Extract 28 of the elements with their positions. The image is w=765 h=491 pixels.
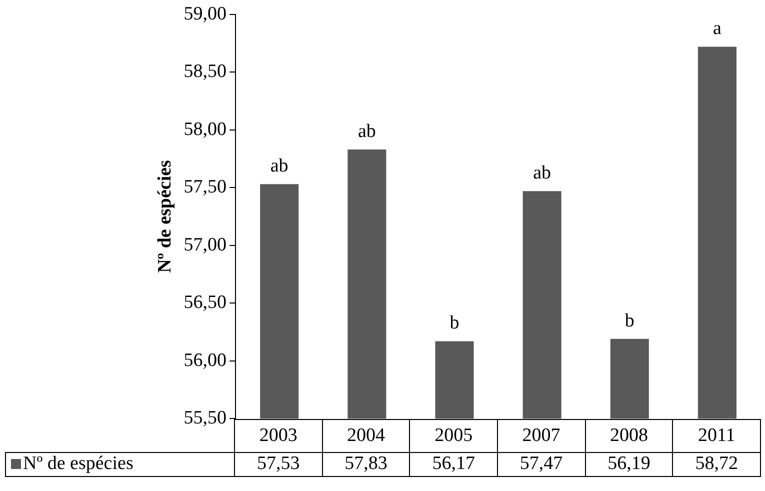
x-tick-label: 2004 [322, 419, 410, 452]
y-axis-title: Nº de espécies [154, 160, 176, 273]
y-tick-label: 56,50 [184, 292, 227, 314]
annotation: b [450, 312, 460, 334]
y-tick-label: 56,00 [184, 350, 227, 371]
data-label: 56,17 [410, 452, 498, 476]
x-tick-label: 2011 [672, 419, 760, 452]
x-tick-label: 2007 [497, 419, 586, 452]
annotation: b [624, 310, 634, 332]
data-label: 57,83 [322, 452, 410, 476]
annotation: ab [270, 156, 288, 177]
legend-label: Nº de espécies [6, 452, 234, 476]
data-label: 57,53 [234, 452, 322, 476]
y-tick-label: 58,50 [184, 61, 227, 82]
y-tick-label: 55,50 [184, 408, 227, 429]
annotation: ab [358, 121, 376, 142]
x-tick-label: 2005 [410, 419, 498, 452]
x-tick-label: 2008 [585, 419, 673, 452]
y-tick-label: 58,00 [184, 118, 227, 140]
x-tick-label: 2003 [234, 419, 322, 452]
y-tick-label: 59,00 [184, 3, 227, 24]
data-label: 57,47 [497, 452, 586, 476]
annotation: ab [533, 162, 552, 184]
y-tick-label: 57,00 [184, 234, 227, 256]
data-label: 58,72 [672, 452, 760, 476]
data-label: 56,19 [585, 452, 673, 476]
annotation: a [712, 18, 722, 40]
y-tick-label: 57,50 [184, 176, 227, 198]
